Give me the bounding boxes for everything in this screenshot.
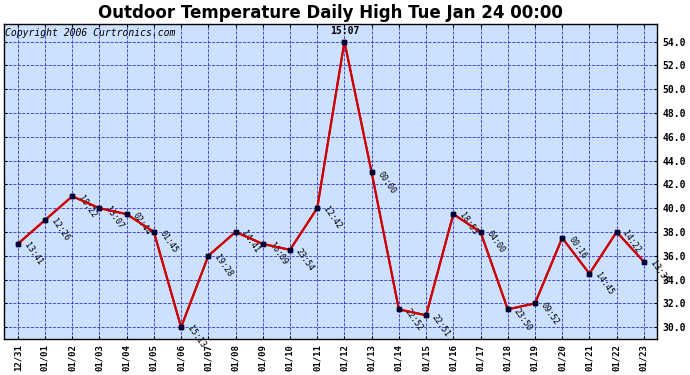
Text: 18:22: 18:22 [77, 194, 98, 219]
Text: 23:50: 23:50 [512, 307, 533, 332]
Text: 15:07: 15:07 [330, 26, 359, 36]
Text: 00:00: 00:00 [376, 170, 397, 195]
Text: 02:44: 02:44 [131, 211, 152, 237]
Text: 01:45: 01:45 [158, 229, 180, 255]
Text: 22:51: 22:51 [431, 312, 452, 338]
Text: 12:26: 12:26 [49, 217, 71, 243]
Text: 15:13: 15:13 [186, 324, 207, 350]
Text: 23:54: 23:54 [294, 247, 316, 273]
Text: 16:09: 16:09 [267, 241, 288, 267]
Text: 04:00: 04:00 [484, 229, 506, 255]
Text: 14:22: 14:22 [621, 229, 642, 255]
Text: 13:31: 13:31 [648, 259, 670, 285]
Text: 19:28: 19:28 [213, 253, 234, 279]
Text: 22:52: 22:52 [403, 307, 425, 332]
Text: 13:07: 13:07 [104, 206, 126, 231]
Title: Outdoor Temperature Daily High Tue Jan 24 00:00: Outdoor Temperature Daily High Tue Jan 2… [99, 4, 563, 22]
Text: Copyright 2006 Curtronics.com: Copyright 2006 Curtronics.com [6, 28, 176, 39]
Text: 09:52: 09:52 [539, 301, 561, 326]
Text: 14:41: 14:41 [239, 229, 262, 255]
Text: 12:42: 12:42 [322, 206, 343, 231]
Text: 00:16: 00:16 [566, 235, 588, 261]
Text: 13:41: 13:41 [22, 241, 43, 267]
Text: 14:45: 14:45 [593, 271, 615, 297]
Text: 18:53: 18:53 [457, 211, 479, 237]
